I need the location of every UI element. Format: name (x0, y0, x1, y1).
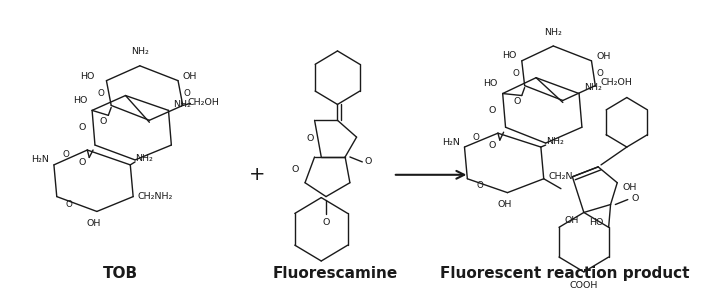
Text: O: O (512, 69, 519, 78)
Text: CH₂OH: CH₂OH (188, 98, 220, 107)
Text: O: O (98, 88, 105, 98)
Text: +: + (249, 165, 265, 184)
Text: O: O (66, 199, 73, 209)
Text: O: O (488, 106, 496, 115)
Text: O: O (78, 123, 86, 132)
Text: O: O (473, 133, 480, 142)
Text: OH: OH (498, 200, 512, 209)
Text: CH₂NH₂: CH₂NH₂ (138, 192, 173, 201)
Text: O: O (184, 88, 190, 98)
Text: OH: OH (87, 219, 101, 228)
Text: NH₂: NH₂ (545, 137, 563, 145)
Text: O: O (100, 117, 107, 126)
Text: TOB: TOB (103, 266, 138, 282)
Text: O: O (322, 218, 329, 227)
Text: Fluorescent reaction product: Fluorescent reaction product (440, 266, 689, 282)
Text: CH₂N: CH₂N (548, 172, 573, 181)
Text: OH: OH (622, 183, 637, 192)
Text: OH: OH (565, 216, 579, 225)
Text: OH: OH (596, 52, 610, 61)
Text: NH₂: NH₂ (131, 47, 149, 56)
Text: H₂N: H₂N (31, 156, 49, 164)
Text: COOH: COOH (570, 281, 598, 290)
Text: O: O (364, 157, 371, 167)
Text: O: O (292, 165, 299, 174)
Text: HO: HO (503, 51, 517, 60)
Text: O: O (306, 134, 314, 143)
Text: O: O (78, 158, 86, 167)
Text: Fluorescamine: Fluorescamine (273, 266, 398, 282)
Text: HO: HO (590, 218, 604, 227)
Text: NH₂: NH₂ (135, 154, 153, 163)
Text: O: O (63, 150, 69, 159)
Text: O: O (488, 141, 496, 149)
Text: O: O (632, 194, 639, 203)
Text: HO: HO (483, 79, 498, 88)
Text: NH₂: NH₂ (173, 100, 191, 109)
Text: NH₂: NH₂ (584, 83, 602, 92)
Text: HO: HO (73, 96, 87, 105)
Text: OH: OH (183, 72, 198, 81)
Text: H₂N: H₂N (442, 138, 460, 147)
Text: CH₂OH: CH₂OH (600, 78, 632, 87)
Text: NH₂: NH₂ (544, 28, 563, 37)
Text: HO: HO (81, 72, 95, 81)
Text: O: O (476, 181, 483, 190)
Text: O: O (513, 97, 520, 106)
Text: O: O (597, 69, 603, 78)
